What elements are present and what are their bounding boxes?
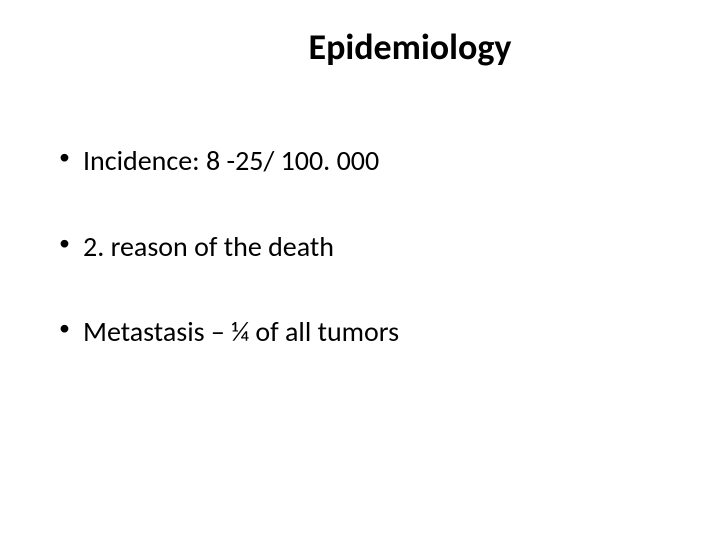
- bullet-item: Incidence: 8 -25/ 100. 000: [55, 144, 665, 178]
- slide-title: Epidemiology: [155, 25, 665, 69]
- bullet-list: Incidence: 8 -25/ 100. 000 2. reason of …: [55, 144, 665, 349]
- bullet-item: 2. reason of the death: [55, 230, 665, 264]
- slide-container: Epidemiology Incidence: 8 -25/ 100. 000 …: [0, 0, 720, 540]
- bullet-item: Metastasis – ¼ of all tumors: [55, 315, 665, 349]
